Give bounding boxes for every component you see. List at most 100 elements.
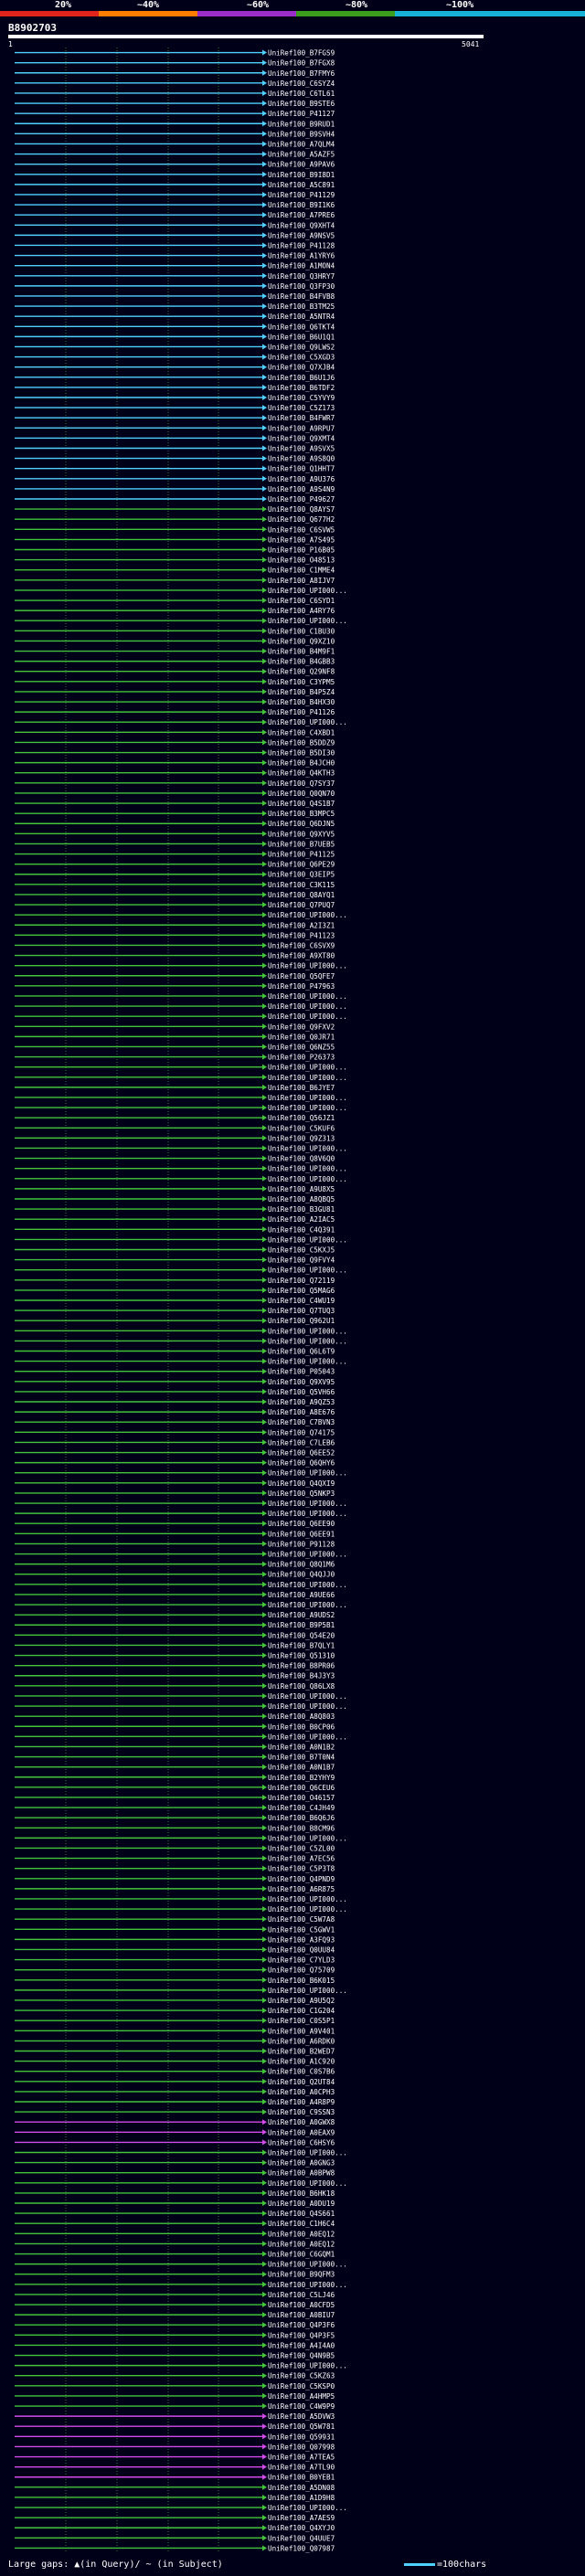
hit-label[interactable]: UniRef100_C5KZ63 — [268, 2372, 335, 2380]
hit-label[interactable]: UniRef100_P26373 — [268, 1054, 335, 1062]
hit-row[interactable]: UniRef100_B3GU81 — [15, 1205, 335, 1214]
hit-label[interactable]: UniRef100_B6TDF2 — [268, 384, 335, 392]
hit-row[interactable]: UniRef100_UPI000... — [15, 1144, 347, 1152]
hit-row[interactable]: UniRef100_Q4UUE7 — [15, 2534, 335, 2542]
hit-row[interactable]: UniRef100_UPI000... — [15, 1104, 347, 1112]
hit-row[interactable]: UniRef100_A0GWX8 — [15, 2118, 335, 2126]
hit-label[interactable]: UniRef100_Q4QXI9 — [268, 1479, 335, 1488]
hit-label[interactable]: UniRef100_A5DN08 — [268, 2484, 335, 2492]
hit-label[interactable]: UniRef100_Q9XV95 — [268, 1378, 335, 1386]
hit-label[interactable]: UniRef100_B0CP06 — [268, 1723, 335, 1731]
hit-label[interactable]: UniRef100_A5C891 — [268, 181, 335, 189]
hit-row[interactable]: UniRef100_B5DDZ9 — [15, 738, 335, 747]
hit-label[interactable]: UniRef100_B4FWR7 — [268, 414, 335, 422]
hit-label[interactable]: UniRef100_UPI000... — [268, 1358, 347, 1366]
hit-label[interactable]: UniRef100_Q8Q1M6 — [268, 1561, 335, 1569]
hit-label[interactable]: UniRef100_A1C920 — [268, 2058, 335, 2066]
hit-row[interactable]: UniRef100_UPI000... — [15, 1895, 347, 1903]
hit-label[interactable]: UniRef100_UPI000... — [268, 1905, 347, 1913]
hit-row[interactable]: UniRef100_Q4PND9 — [15, 1875, 335, 1883]
hit-row[interactable]: UniRef100_B6HK18 — [15, 2189, 335, 2198]
hit-row[interactable]: UniRef100_UPI000... — [15, 1500, 347, 1508]
hit-label[interactable]: UniRef100_A7S495 — [268, 535, 335, 544]
hit-label[interactable]: UniRef100_B7FGX8 — [268, 59, 335, 68]
hit-label[interactable]: UniRef100_A9PAV6 — [268, 161, 335, 169]
hit-row[interactable]: UniRef100_C5Z173 — [15, 404, 335, 412]
hit-row[interactable]: UniRef100_B6JYE7 — [15, 1084, 335, 1092]
hit-row[interactable]: UniRef100_B9I8D1 — [15, 171, 335, 179]
hit-label[interactable]: UniRef100_B6JYE7 — [268, 1084, 335, 1092]
hit-label[interactable]: UniRef100_Q8AYQ1 — [268, 891, 335, 899]
hit-label[interactable]: UniRef100_A7TL90 — [268, 2464, 335, 2472]
hit-label[interactable]: UniRef100_O48513 — [268, 557, 335, 565]
hit-label[interactable]: UniRef100_A6R875 — [268, 1885, 335, 1893]
hit-label[interactable]: UniRef100_A9UE66 — [268, 1591, 335, 1599]
hit-label[interactable]: UniRef100_Q56JZ1 — [268, 1114, 335, 1122]
hit-label[interactable]: UniRef100_Q6L6T9 — [268, 1348, 335, 1356]
hit-label[interactable]: UniRef100_B2WED7 — [268, 2047, 335, 2055]
hit-label[interactable]: UniRef100_Q5VH66 — [268, 1388, 335, 1396]
hit-label[interactable]: UniRef100_Q6CEU6 — [268, 1784, 335, 1792]
hit-label[interactable]: UniRef100_Q7XJB4 — [268, 364, 335, 372]
hit-label[interactable]: UniRef100_C6SVW5 — [268, 525, 335, 534]
hit-label[interactable]: UniRef100_Q7TUQ3 — [268, 1307, 335, 1315]
hit-label[interactable]: UniRef100_A0CFD5 — [268, 2301, 335, 2309]
hit-label[interactable]: UniRef100_C9SSN3 — [268, 2108, 335, 2116]
hit-row[interactable]: UniRef100_A9XT80 — [15, 952, 335, 960]
hit-row[interactable]: UniRef100_A0BIU7 — [15, 2311, 335, 2319]
hit-label[interactable]: UniRef100_UPI000... — [268, 1733, 347, 1741]
hit-label[interactable]: UniRef100_UPI000... — [268, 1064, 347, 1072]
hit-label[interactable]: UniRef100_Q6EE90 — [268, 1520, 335, 1528]
hit-label[interactable]: UniRef100_B3MPC5 — [268, 810, 335, 818]
hit-label[interactable]: UniRef100_A0CPH3 — [268, 2088, 335, 2096]
hit-label[interactable]: UniRef100_C5YVY9 — [268, 394, 335, 402]
hit-row[interactable]: UniRef100_A7EC56 — [15, 1855, 335, 1863]
hit-row[interactable]: UniRef100_A7TEA5 — [15, 2454, 335, 2462]
hit-label[interactable]: UniRef100_Q07998 — [268, 2443, 335, 2451]
hit-row[interactable]: UniRef100_C6SVW5 — [15, 525, 335, 534]
hit-label[interactable]: UniRef100_A8IJV7 — [268, 577, 335, 585]
hit-row[interactable]: UniRef100_B8CM96 — [15, 1824, 335, 1832]
hit-row[interactable]: UniRef100_B7UEB5 — [15, 840, 335, 848]
hit-row[interactable]: UniRef100_C1MME4 — [15, 567, 335, 575]
hit-label[interactable]: UniRef100_UPI000... — [268, 1327, 347, 1335]
hit-row[interactable]: UniRef100_A9NSV5 — [15, 231, 335, 239]
hit-row[interactable]: UniRef100_Q5QFE7 — [15, 972, 335, 981]
hit-label[interactable]: UniRef100_UPI000... — [268, 1104, 347, 1112]
hit-label[interactable]: UniRef100_Q7PUQ7 — [268, 901, 335, 909]
hit-row[interactable]: UniRef100_B4FVB8 — [15, 292, 335, 301]
hit-row[interactable]: UniRef100_UPI000... — [15, 1581, 347, 1589]
hit-row[interactable]: UniRef100_B4J3Y3 — [15, 1672, 335, 1680]
hit-row[interactable]: UniRef100_P41127 — [15, 110, 335, 118]
hit-label[interactable]: UniRef100_UPI000... — [268, 1165, 347, 1173]
hit-label[interactable]: UniRef100_C7BVN3 — [268, 1418, 335, 1426]
hit-row[interactable]: UniRef100_UPI000... — [15, 617, 347, 625]
hit-label[interactable]: UniRef100_C6SYD1 — [268, 597, 335, 605]
hit-row[interactable]: UniRef100_A9U376 — [15, 475, 335, 483]
hit-row[interactable]: UniRef100_A5NTR4 — [15, 313, 335, 321]
hit-label[interactable]: UniRef100_C0S7B6 — [268, 2068, 335, 2076]
hit-row[interactable]: UniRef100_A1C920 — [15, 2058, 335, 2066]
hit-row[interactable]: UniRef100_Q4P3F5 — [15, 2331, 335, 2339]
hit-row[interactable]: UniRef100_Q3HRY7 — [15, 272, 335, 281]
hit-row[interactable]: UniRef100_A3FQ93 — [15, 1935, 335, 1944]
hit-label[interactable]: UniRef100_A0BIU7 — [268, 2311, 335, 2319]
hit-label[interactable]: UniRef100_Q5NKP3 — [268, 1489, 335, 1498]
hit-row[interactable]: UniRef100_UPI000... — [15, 911, 347, 919]
hit-row[interactable]: UniRef100_UPI000... — [15, 1165, 347, 1173]
hit-row[interactable]: UniRef100_P91128 — [15, 1540, 335, 1548]
hit-row[interactable]: UniRef100_Q9XV95 — [15, 1378, 335, 1386]
hit-label[interactable]: UniRef100_A8Q803 — [268, 1712, 335, 1721]
hit-label[interactable]: UniRef100_B7QLY1 — [268, 1641, 335, 1649]
hit-label[interactable]: UniRef100_Q6DJN5 — [268, 820, 335, 828]
hit-row[interactable]: UniRef100_UPI000... — [15, 1064, 347, 1072]
hit-row[interactable]: UniRef100_B9RUD1 — [15, 120, 335, 128]
hit-row[interactable]: UniRef100_Q3FP30 — [15, 282, 335, 291]
hit-row[interactable]: UniRef100_A1MON4 — [15, 262, 335, 270]
hit-label[interactable]: UniRef100_Q59931 — [268, 2433, 335, 2441]
hit-row[interactable]: UniRef100_A4RY76 — [15, 607, 335, 615]
hit-row[interactable]: UniRef100_B9QFM3 — [15, 2271, 335, 2279]
hit-row[interactable]: UniRef100_P41125 — [15, 851, 335, 859]
hit-row[interactable]: UniRef100_Q4XYJ0 — [15, 2524, 335, 2532]
hit-label[interactable]: UniRef100_B8PR06 — [268, 1662, 335, 1670]
